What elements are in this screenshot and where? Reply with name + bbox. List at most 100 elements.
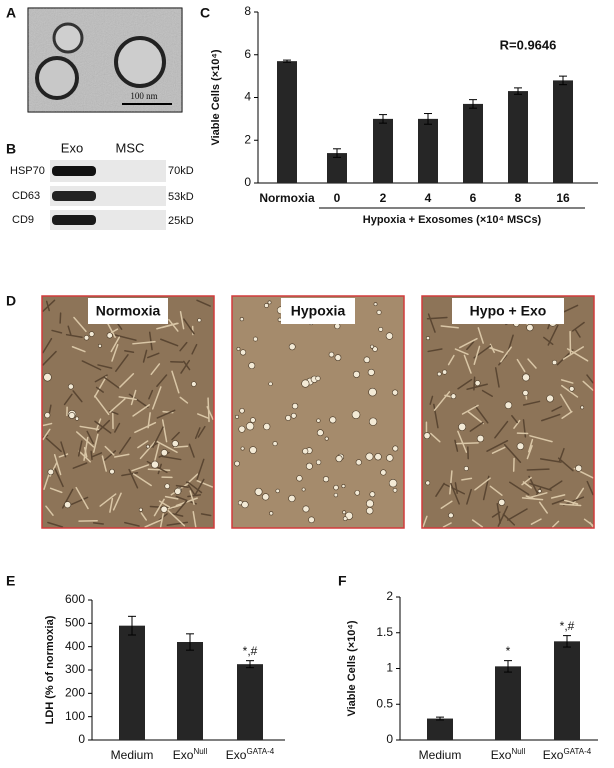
cell: [139, 441, 156, 460]
error-bar: [246, 660, 254, 669]
round-cell: [68, 412, 76, 419]
bar: [237, 664, 263, 740]
y-tick-label: 100: [65, 709, 85, 723]
x-tick-label: ExoGATA-4: [543, 747, 592, 762]
cell: [166, 509, 186, 527]
round-cell: [315, 459, 322, 465]
round-cell: [354, 490, 360, 496]
round-cell: [269, 511, 274, 516]
cell: [551, 498, 566, 505]
cell: [471, 519, 484, 528]
cell: [54, 468, 64, 488]
round-cell: [250, 417, 256, 423]
y-tick-label: 600: [65, 592, 85, 606]
error-bar: [469, 99, 477, 109]
cell: [187, 494, 202, 498]
protein-label: CD9: [12, 214, 34, 226]
category-text: Medium: [419, 748, 462, 762]
cell: [152, 426, 164, 448]
round-cell: [425, 480, 431, 486]
round-cell: [351, 410, 361, 420]
bar: [373, 118, 393, 183]
cell: [440, 325, 459, 329]
cell: [161, 455, 182, 461]
protein-label: CD63: [12, 190, 40, 202]
cell: [179, 341, 188, 352]
cell: [118, 436, 132, 454]
round-cell: [296, 475, 303, 482]
blot-band: [52, 166, 96, 176]
round-cell: [64, 501, 72, 509]
panel-letter: E: [6, 573, 15, 589]
error-bar: [186, 633, 194, 651]
category-text: 4: [425, 191, 432, 205]
round-cell: [378, 326, 384, 332]
round-cell: [370, 344, 374, 349]
bar: [553, 80, 573, 183]
cell: [128, 393, 149, 408]
round-cell: [450, 393, 457, 400]
cell: [132, 340, 156, 345]
cell: [134, 421, 157, 434]
cell: [196, 299, 211, 307]
round-cell: [329, 416, 337, 424]
round-cell: [392, 389, 399, 396]
round-cell: [174, 487, 182, 495]
cell: [121, 472, 139, 477]
round-cell: [569, 386, 575, 392]
cell: [521, 476, 532, 486]
category-text: 16: [556, 191, 570, 205]
cell: [466, 488, 472, 505]
round-cell: [392, 488, 398, 493]
image-label: Normoxia: [96, 303, 161, 319]
round-cell: [315, 375, 321, 381]
cell: [474, 405, 489, 424]
cell: [543, 336, 554, 346]
cell: [194, 427, 201, 440]
cell: [151, 386, 162, 410]
cell: [516, 358, 526, 373]
round-cell: [146, 444, 150, 449]
cell: [197, 425, 206, 438]
cell: [463, 354, 472, 374]
cell: [560, 393, 573, 413]
bar: [177, 642, 203, 740]
cell: [42, 422, 53, 427]
cell: [513, 419, 521, 429]
round-cell: [262, 493, 270, 501]
error-bar: [559, 75, 567, 86]
cell: [99, 493, 117, 507]
cell: [104, 445, 115, 456]
panel-letter: F: [338, 573, 347, 589]
cell: [526, 468, 550, 471]
round-cell: [43, 373, 52, 382]
round-cell: [109, 468, 115, 475]
cell: [131, 464, 150, 472]
cell: [442, 522, 452, 528]
round-cell: [291, 402, 299, 410]
x-tick-label: 2: [380, 191, 387, 205]
cell: [171, 431, 180, 441]
cell: [173, 445, 189, 448]
round-cell: [254, 487, 263, 496]
cell: [171, 512, 184, 517]
error-bar: [436, 716, 444, 721]
cell: [538, 501, 548, 514]
cell: [164, 495, 179, 500]
round-cell: [368, 387, 377, 397]
cell: [112, 492, 122, 511]
round-cell: [385, 332, 394, 340]
cell: [150, 363, 161, 376]
round-cell: [366, 499, 374, 508]
cell: [179, 396, 189, 404]
cell: [94, 395, 110, 416]
cell: [161, 419, 168, 443]
round-cell: [301, 379, 310, 388]
y-tick-label: 0: [244, 175, 251, 189]
cell: [60, 441, 67, 458]
round-cell: [546, 394, 554, 403]
cell: [147, 468, 171, 471]
cell: [128, 468, 139, 489]
cell: [530, 518, 542, 525]
cell: [561, 384, 579, 398]
